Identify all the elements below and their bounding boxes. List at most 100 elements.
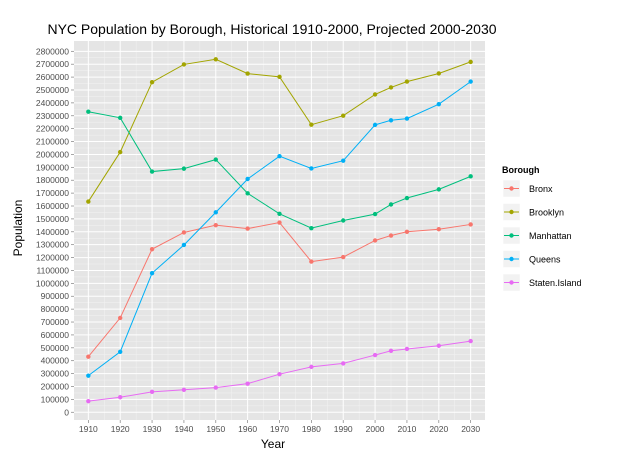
legend-item-staten-island: Staten.Island [502,273,582,292]
legend-item-queens: Queens [502,250,561,268]
series-bronx [86,220,473,359]
y-tick-label: 1900000 [36,162,69,172]
data-point-manhattan [372,211,378,217]
y-tick-label: 2500000 [36,85,69,95]
data-point-brooklyn [404,79,410,84]
data-point-manhattan [117,115,123,121]
data-point-staten-island [436,343,442,348]
legend-key-point [509,233,514,238]
data-point-brooklyn [388,85,394,90]
data-point-queens [404,116,410,121]
x-tick-label: 1930 [143,424,162,434]
data-point-manhattan [149,169,155,174]
x-tick-label: 2010 [397,424,416,434]
y-tick-label: 1800000 [36,175,69,185]
data-point-queens [388,118,394,123]
data-point-staten-island [404,346,410,352]
data-point-bronx [468,222,473,227]
legend-key-point [509,186,514,191]
legend-item-brooklyn: Brooklyn [502,203,564,221]
data-point-manhattan [404,195,410,201]
data-point-bronx [436,227,442,232]
data-point-staten-island [213,385,218,390]
data-point-staten-island [372,352,378,358]
data-point-bronx [213,222,218,228]
y-tick-label: 2000000 [36,149,69,159]
series-line-staten-island [88,340,471,402]
series-queens [86,79,473,378]
x-axis: 1910 1920 1930 1940 1950 1960 1970 1980 1990 2000… [79,420,480,434]
data-point-brooklyn [213,57,218,62]
x-tick-label: 2020 [429,424,448,434]
x-tick-label: 1950 [206,424,225,434]
y-tick-label: 0 [64,407,69,417]
y-tick-label: 700000 [41,317,70,327]
data-point-manhattan [341,218,346,223]
series-manhattan [86,109,473,231]
data-point-manhattan [245,191,250,196]
data-point-brooklyn [86,199,91,204]
data-point-manhattan [213,157,218,162]
y-tick-label: 600000 [41,330,70,340]
y-tick-label: 1500000 [36,214,69,224]
data-point-queens [372,122,378,128]
data-point-queens [341,158,346,163]
y-axis: 0 100000 200000 300000 400000 500000 600000 700… [36,46,74,417]
data-point-staten-island [86,398,91,404]
data-point-staten-island [341,361,346,366]
data-point-manhattan [181,166,187,171]
data-point-manhattan [277,211,282,217]
y-tick-label: 2800000 [36,46,69,56]
data-point-brooklyn [468,59,473,65]
y-tick-label: 1000000 [36,278,69,288]
data-point-manhattan [468,174,473,179]
data-point-bronx [341,254,346,260]
legend-key-point [509,209,514,215]
data-point-bronx [404,229,410,234]
data-point-queens [181,242,187,248]
data-point-queens [149,270,155,276]
x-tick-label: 1940 [174,424,193,434]
x-tick-label: 1990 [334,424,353,434]
legend-label: Manhattan [529,231,572,241]
data-point-manhattan [86,109,91,114]
legend-item-manhattan: Manhattan [502,226,572,245]
x-tick-label: 1980 [302,424,321,434]
data-point-brooklyn [341,113,346,118]
legend-item-bronx: Bronx [502,179,553,198]
series-line-manhattan [88,111,471,229]
data-point-staten-island [388,348,394,353]
legend-label: Staten.Island [529,278,582,288]
y-tick-label: 1100000 [37,265,70,275]
data-point-queens [436,101,442,107]
x-tick-label: 2030 [461,424,480,434]
series-layer [86,57,473,404]
y-tick-label: 900000 [41,291,70,301]
y-tick-label: 1700000 [36,188,69,198]
legend-key-point [509,256,514,262]
data-point-brooklyn [436,71,442,76]
data-point-brooklyn [309,122,314,127]
data-point-bronx [309,259,314,264]
y-axis-title: Population [11,200,25,257]
y-tick-label: 2400000 [36,98,69,108]
data-point-bronx [372,238,378,243]
y-tick-label: 500000 [41,343,70,353]
data-point-brooklyn [149,80,155,85]
data-point-queens [309,166,314,171]
data-point-bronx [117,315,123,321]
data-point-bronx [86,354,91,359]
data-point-staten-island [149,389,155,395]
legend-key-point [509,280,514,285]
data-point-staten-island [245,381,250,386]
data-point-brooklyn [277,74,282,80]
data-point-brooklyn [245,71,250,76]
data-point-queens [86,373,91,378]
legend-label: Queens [529,255,561,265]
data-point-brooklyn [117,149,123,155]
y-tick-label: 2300000 [36,111,69,121]
data-point-queens [213,210,218,215]
legend: Borough Bronx Brooklyn Manhattan Queens Stat… [502,165,582,292]
data-point-staten-island [309,364,314,370]
